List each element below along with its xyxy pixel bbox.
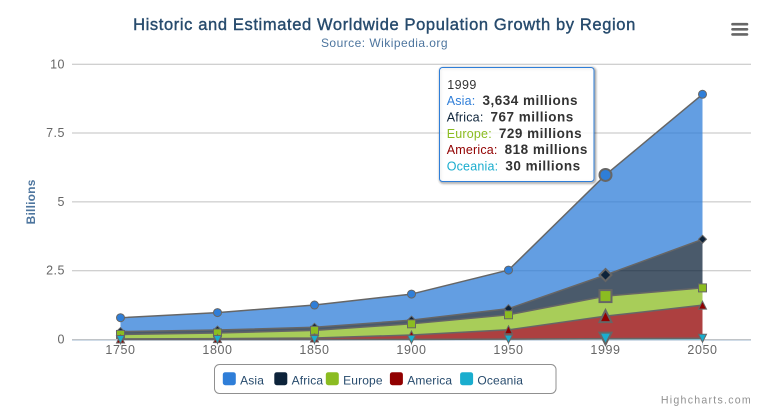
svg-text:10: 10 bbox=[50, 57, 65, 71]
svg-text:Highcharts.com: Highcharts.com bbox=[661, 395, 752, 407]
svg-text:1850: 1850 bbox=[299, 343, 329, 357]
svg-text:1900: 1900 bbox=[396, 343, 426, 357]
svg-text:Africa: Africa bbox=[292, 373, 324, 387]
svg-text:Europe: Europe bbox=[343, 373, 383, 387]
svg-text:1800: 1800 bbox=[202, 343, 232, 357]
svg-text:7.5: 7.5 bbox=[46, 126, 65, 140]
svg-text:5: 5 bbox=[58, 195, 65, 209]
svg-text:2050: 2050 bbox=[687, 343, 717, 357]
svg-text:Europe:729 millions: Europe: 729 millions bbox=[447, 126, 582, 141]
svg-text:1750: 1750 bbox=[105, 343, 135, 357]
svg-text:0: 0 bbox=[58, 333, 65, 347]
svg-text:Oceania: Oceania bbox=[477, 373, 523, 387]
svg-text:1999: 1999 bbox=[447, 78, 476, 92]
svg-text:America:818 millions: America: 818 millions bbox=[447, 142, 588, 157]
svg-text:Oceania:30 millions: Oceania: 30 millions bbox=[447, 159, 581, 174]
svg-text:Africa:767 millions: Africa: 767 millions bbox=[447, 109, 574, 124]
svg-text:America: America bbox=[407, 373, 452, 387]
svg-text:Billions: Billions bbox=[24, 179, 38, 224]
svg-text:Historic and Estimated Worldwi: Historic and Estimated Worldwide Populat… bbox=[133, 16, 636, 34]
svg-text:1999: 1999 bbox=[590, 343, 620, 357]
svg-text:1950: 1950 bbox=[493, 343, 523, 357]
svg-text:Asia:3,634 millions: Asia: 3,634 millions bbox=[447, 93, 578, 108]
svg-text:2.5: 2.5 bbox=[46, 264, 65, 278]
svg-text:Asia: Asia bbox=[240, 373, 264, 387]
svg-text:Source: Wikipedia.org: Source: Wikipedia.org bbox=[321, 36, 448, 50]
